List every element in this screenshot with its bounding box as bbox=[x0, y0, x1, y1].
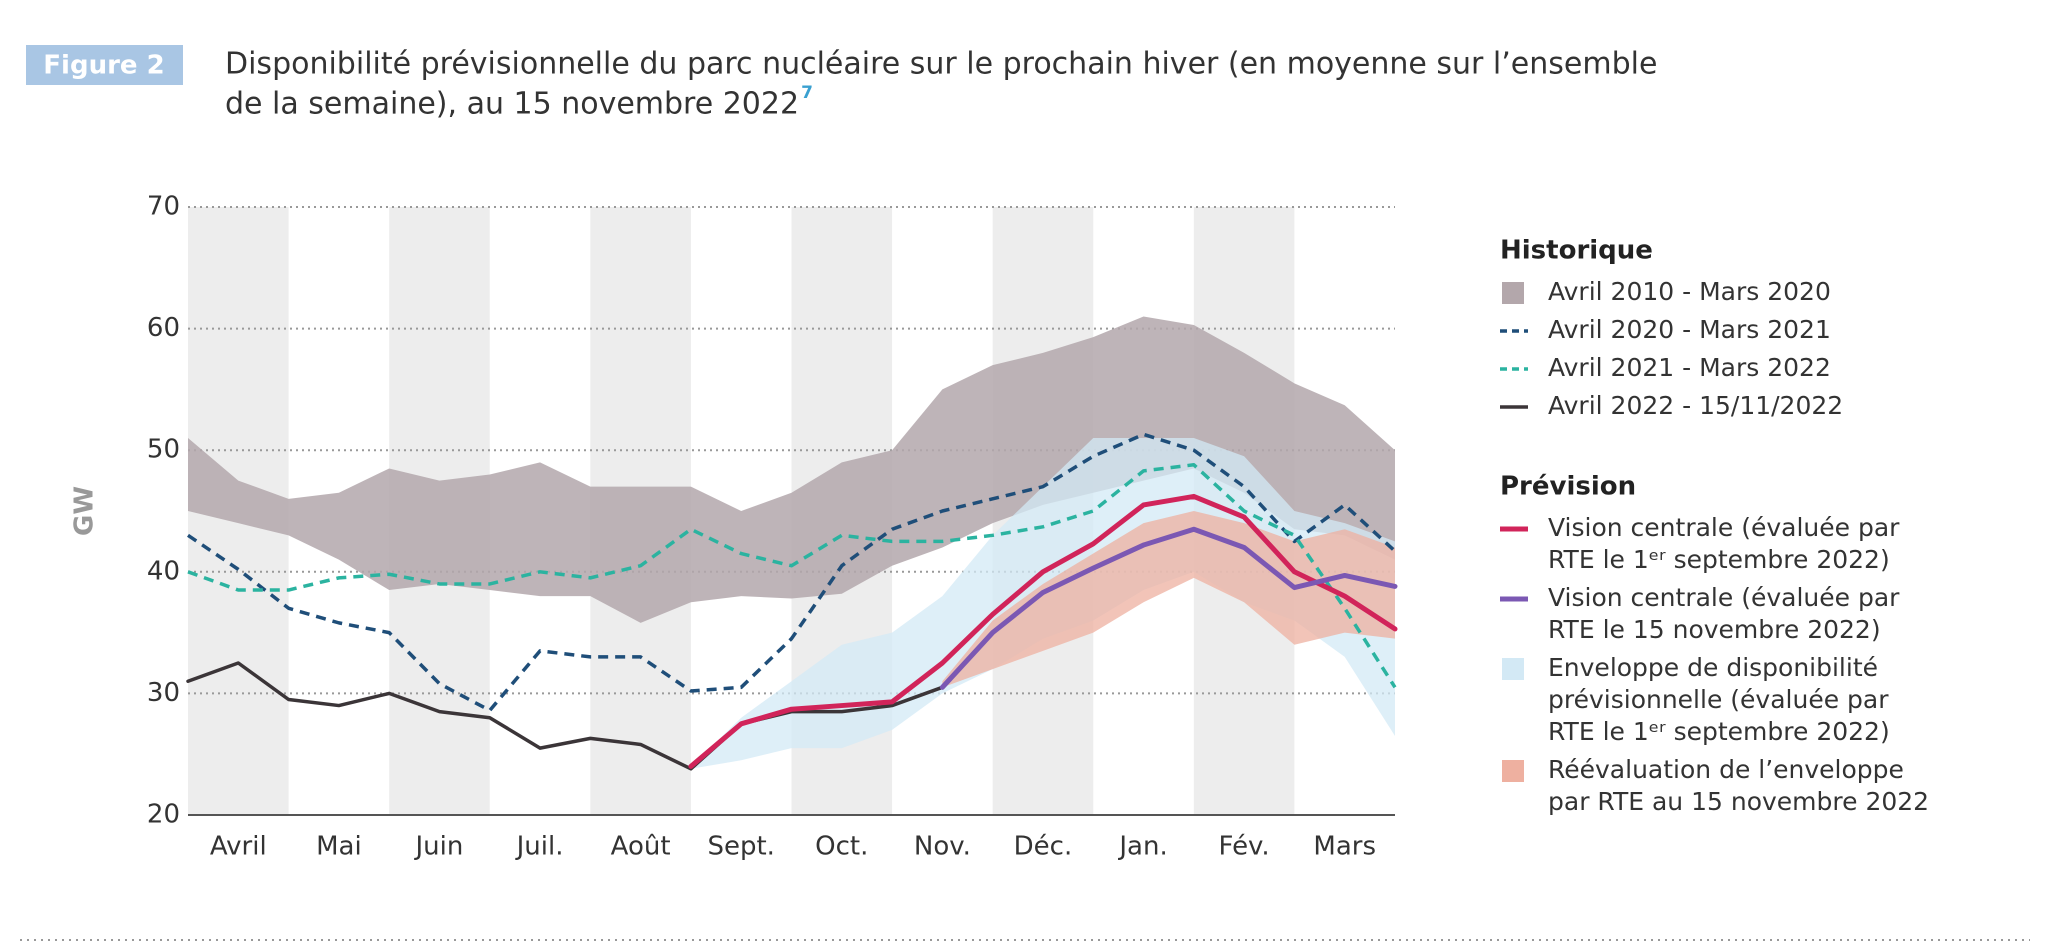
legend-label: Avril 2021 - Mars 2022 bbox=[1548, 353, 1831, 382]
x-tick-label: Jan. bbox=[1117, 832, 1167, 862]
legend-swatch bbox=[1502, 658, 1524, 680]
legend-label: Enveloppe de disponibilité prévisionnell… bbox=[1548, 653, 1896, 746]
x-tick-label: Nov. bbox=[914, 832, 971, 862]
chart-title: Disponibilité prévisionnelle du parc nuc… bbox=[225, 47, 1657, 82]
legend-label: Réévaluation de l’enveloppe par RTE au 1… bbox=[1548, 755, 1929, 816]
legend-label: Avril 2022 - 15/11/2022 bbox=[1548, 391, 1843, 420]
series-line bbox=[688, 493, 1398, 769]
legend-label: Vision centrale (évaluée par RTE le 15 n… bbox=[1548, 583, 1907, 644]
figure-label: Figure 2 bbox=[43, 51, 164, 81]
plot bbox=[186, 206, 1398, 816]
figure-badge bbox=[26, 45, 183, 85]
x-tick-label: Mars bbox=[1313, 832, 1376, 862]
x-tick-label: Déc. bbox=[1014, 832, 1073, 862]
y-tick-label: 50 bbox=[147, 435, 180, 465]
x-tick-label: Oct. bbox=[815, 832, 868, 862]
title-note: 7 bbox=[801, 83, 813, 103]
legend-label: Vision centrale (évaluée par RTE le 1ᵉʳ … bbox=[1548, 513, 1907, 574]
y-axis-label: GW bbox=[70, 486, 100, 536]
x-tick-label: Avril bbox=[210, 832, 267, 862]
x-tick-label: Fév. bbox=[1219, 832, 1270, 862]
x-tick-label: Août bbox=[611, 832, 671, 862]
x-tick-label: Sept. bbox=[707, 832, 774, 862]
legend-label: Avril 2020 - Mars 2021 bbox=[1548, 315, 1831, 344]
legend-swatch bbox=[1502, 760, 1524, 782]
x-tick-label: Juil. bbox=[515, 832, 564, 862]
legend-swatch bbox=[1502, 282, 1524, 304]
legend-label: Avril 2010 - Mars 2020 bbox=[1548, 277, 1831, 306]
series-line bbox=[187, 463, 1397, 689]
x-tick-label: Mai bbox=[316, 832, 362, 862]
series-line bbox=[939, 526, 1398, 690]
x-tick-label: Juin bbox=[414, 832, 464, 862]
y-tick-label: 60 bbox=[147, 313, 180, 343]
chart-title: de la semaine), au 15 novembre 2022 bbox=[225, 87, 799, 122]
envelope bbox=[188, 316, 1395, 623]
y-tick-label: 70 bbox=[147, 192, 180, 222]
y-tick-label: 30 bbox=[147, 678, 180, 708]
series-line bbox=[186, 661, 945, 771]
y-tick-label: 40 bbox=[147, 556, 180, 586]
legend-title: Historique bbox=[1500, 236, 1653, 266]
y-tick-label: 20 bbox=[147, 800, 180, 830]
legend-title: Prévision bbox=[1500, 472, 1636, 502]
series-line bbox=[187, 432, 1397, 713]
